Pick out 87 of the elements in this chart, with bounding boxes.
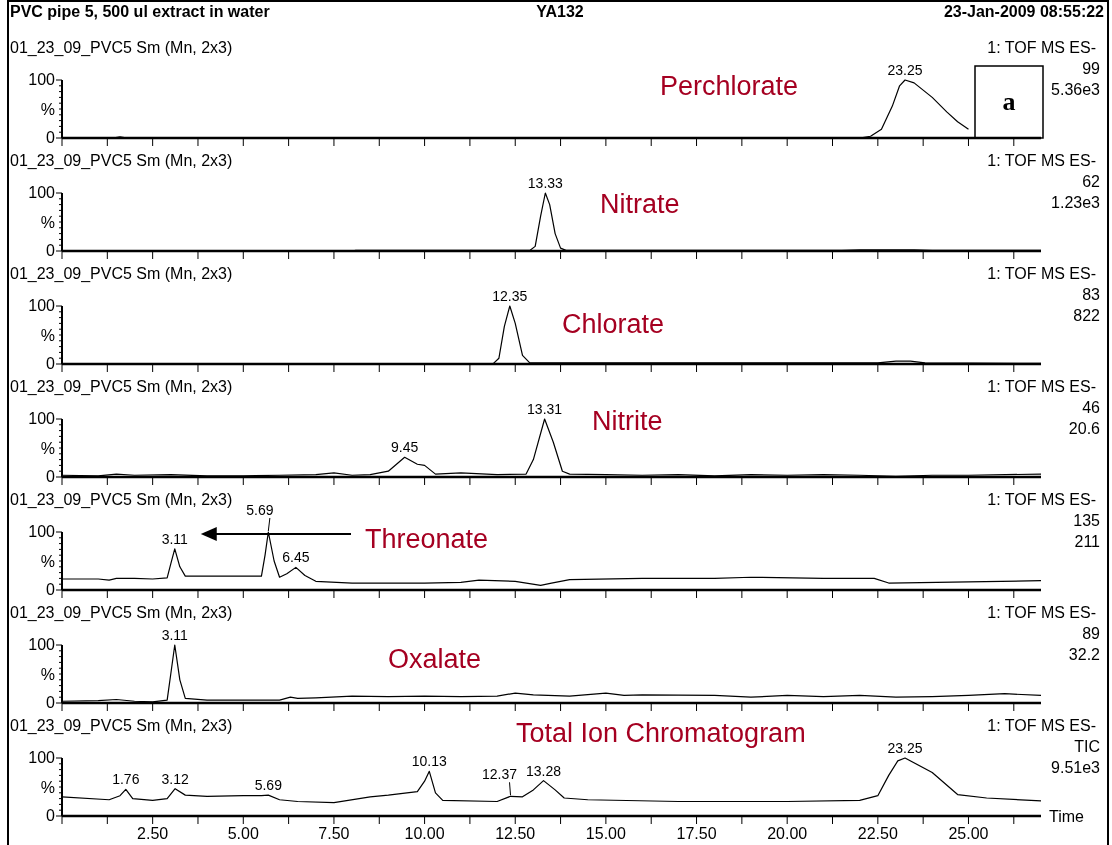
chart-subtitle: Oxalate <box>388 644 482 674</box>
y-tick-label: 100 <box>28 749 56 766</box>
annotation: 23.25 <box>887 62 923 78</box>
text: 23-Jan-2009 08:55:22 <box>943 3 1105 20</box>
y-tick-label: 100 <box>28 184 56 201</box>
chart-subtitle: Nitrate <box>600 189 680 219</box>
annotation: a <box>1002 87 1016 116</box>
y-axis-title: % <box>40 666 55 683</box>
annotation: 13.31 <box>527 401 563 417</box>
text: 83 <box>1082 286 1101 303</box>
x-tick-label: 22.50 <box>857 825 898 842</box>
chart-title: 01_23_09_PVC5 Sm (Mn, 2x3) <box>10 378 233 396</box>
y-axis-title: % <box>40 440 55 457</box>
y-tick-label: 100 <box>28 71 56 88</box>
annotation: 13.28 <box>526 762 562 779</box>
x-tick-label: 17.50 <box>676 825 717 842</box>
y-tick-label: 0 <box>46 242 56 259</box>
y-tick-label: 100 <box>28 297 56 314</box>
x-tick-label: 12.50 <box>495 825 536 842</box>
x-tick-label: 10.00 <box>404 825 445 842</box>
y-tick-label: 0 <box>46 807 56 824</box>
chart-title: 01_23_09_PVC5 Sm (Mn, 2x3) <box>10 717 233 735</box>
y-tick-label: 0 <box>46 581 56 598</box>
annotation: 10.13 <box>411 753 448 770</box>
text: YA132 <box>536 3 584 20</box>
y-tick-label: 0 <box>46 129 56 146</box>
text: 1: TOF MS ES- <box>987 39 1096 56</box>
y-tick-label: 100 <box>28 410 56 427</box>
text: 46 <box>1082 399 1101 416</box>
text: 62 <box>1082 173 1101 190</box>
text: TIC <box>1074 738 1100 755</box>
text: 1.23e3 <box>1051 194 1101 211</box>
x-tick-label: 5.00 <box>227 825 259 842</box>
annotation: 13.33 <box>527 175 564 191</box>
x-tick-label: 2.50 <box>137 825 169 842</box>
annotation: 12.35 <box>492 288 528 304</box>
text: 1: TOF MS ES- <box>987 265 1096 282</box>
chart-title: 01_23_09_PVC5 Sm (Mn, 2x3) <box>10 491 233 509</box>
annotation: 23.25 <box>887 740 923 756</box>
x-axis-title: Time <box>1049 808 1085 825</box>
chart-subtitle: Nitrite <box>592 406 663 436</box>
text: 1: TOF MS ES- <box>987 604 1096 621</box>
x-tick-label: 7.50 <box>318 825 350 842</box>
y-tick-label: 100 <box>28 636 56 653</box>
text: 20.6 <box>1068 420 1101 437</box>
annotation: 9.45 <box>391 439 419 456</box>
chart-title: 01_23_09_PVC5 Sm (Mn, 2x3) <box>10 265 233 283</box>
text: 1: TOF MS ES- <box>987 378 1096 395</box>
y-axis-title: % <box>40 214 55 231</box>
annotation: 5.69 <box>254 777 283 794</box>
chart-subtitle: Threonate <box>365 524 489 554</box>
text: 211 <box>1074 533 1101 550</box>
text: PVC pipe 5, 500 ul extract in water <box>10 3 270 20</box>
x-tick-label: 15.00 <box>585 825 627 842</box>
text: 9.51e3 <box>1051 759 1101 776</box>
text: 1: TOF MS ES- <box>987 152 1096 169</box>
chart-subtitle: Perchlorate <box>660 71 799 101</box>
chart-title: 01_23_09_PVC5 Sm (Mn, 2x3) <box>10 152 233 170</box>
chart-title: 01_23_09_PVC5 Sm (Mn, 2x3) <box>10 39 233 57</box>
annotation: 3.11 <box>161 530 189 547</box>
text: 822 <box>1073 307 1101 324</box>
text: 1: TOF MS ES- <box>987 491 1096 508</box>
y-tick-label: 0 <box>46 694 56 711</box>
y-axis-title: % <box>40 101 55 118</box>
y-axis-title: % <box>40 553 55 570</box>
y-tick-label: 100 <box>28 523 56 540</box>
text: 135 <box>1073 512 1101 529</box>
y-axis-title: % <box>40 779 55 796</box>
text: 32.2 <box>1068 646 1101 663</box>
y-tick-label: 0 <box>46 355 56 372</box>
chart-subtitle: Total Ion Chromatogram <box>516 718 806 748</box>
text: 1: TOF MS ES- <box>987 717 1096 734</box>
chart-subtitle: Chlorate <box>562 309 665 339</box>
annotation: 12.37 <box>482 766 518 783</box>
y-tick-label: 0 <box>46 468 56 485</box>
x-tick-label: 20.00 <box>767 825 808 842</box>
y-axis-title: % <box>40 327 55 344</box>
annotation: 6.45 <box>282 549 310 566</box>
x-tick-label: 25.00 <box>948 825 989 842</box>
annotation: 1.76 <box>112 771 140 788</box>
annotation: 5.69 <box>246 502 274 518</box>
text: 5.36e3 <box>1051 81 1101 98</box>
annotation: 3.11 <box>161 627 189 643</box>
text: 89 <box>1082 625 1101 642</box>
text: 99 <box>1082 60 1101 77</box>
chart-title: 01_23_09_PVC5 Sm (Mn, 2x3) <box>10 604 233 622</box>
annotation: 3.12 <box>161 770 189 787</box>
